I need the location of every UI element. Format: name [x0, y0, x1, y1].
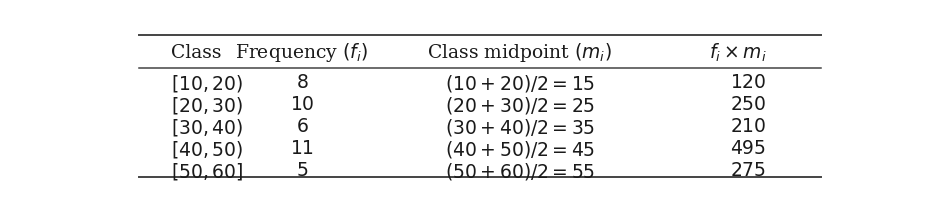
Text: $210$: $210$ [730, 117, 767, 135]
Text: Class: Class [171, 43, 222, 61]
Text: $5$: $5$ [296, 161, 308, 179]
Text: $(10+20)/2 = 15$: $(10+20)/2 = 15$ [445, 72, 594, 93]
Text: $11$: $11$ [290, 139, 314, 157]
Text: Frequency $(f_i)$: Frequency $(f_i)$ [236, 41, 369, 64]
Text: $250$: $250$ [730, 96, 767, 114]
Text: $[10, 20)$: $[10, 20)$ [171, 72, 243, 93]
Text: $[50, 60]$: $[50, 60]$ [171, 160, 243, 181]
Text: $(50+60)/2 = 55$: $(50+60)/2 = 55$ [445, 160, 594, 181]
Text: $120$: $120$ [730, 74, 767, 92]
Text: $[30, 40)$: $[30, 40)$ [171, 116, 243, 137]
Text: $10$: $10$ [289, 96, 314, 114]
Text: $f_i \times m_i$: $f_i \times m_i$ [709, 41, 767, 64]
Text: $[40, 50)$: $[40, 50)$ [171, 138, 243, 159]
Text: $(30+40)/2 = 35$: $(30+40)/2 = 35$ [445, 116, 594, 137]
Text: $275$: $275$ [730, 161, 767, 179]
Text: $495$: $495$ [730, 139, 767, 157]
Text: $[20, 30)$: $[20, 30)$ [171, 94, 243, 115]
Text: $(20+30)/2 = 25$: $(20+30)/2 = 25$ [445, 94, 594, 115]
Text: Class midpoint $(m_i)$: Class midpoint $(m_i)$ [427, 41, 612, 64]
Text: $6$: $6$ [296, 117, 308, 135]
Text: $8$: $8$ [296, 74, 308, 92]
Text: $(40+50)/2 = 45$: $(40+50)/2 = 45$ [445, 138, 594, 159]
